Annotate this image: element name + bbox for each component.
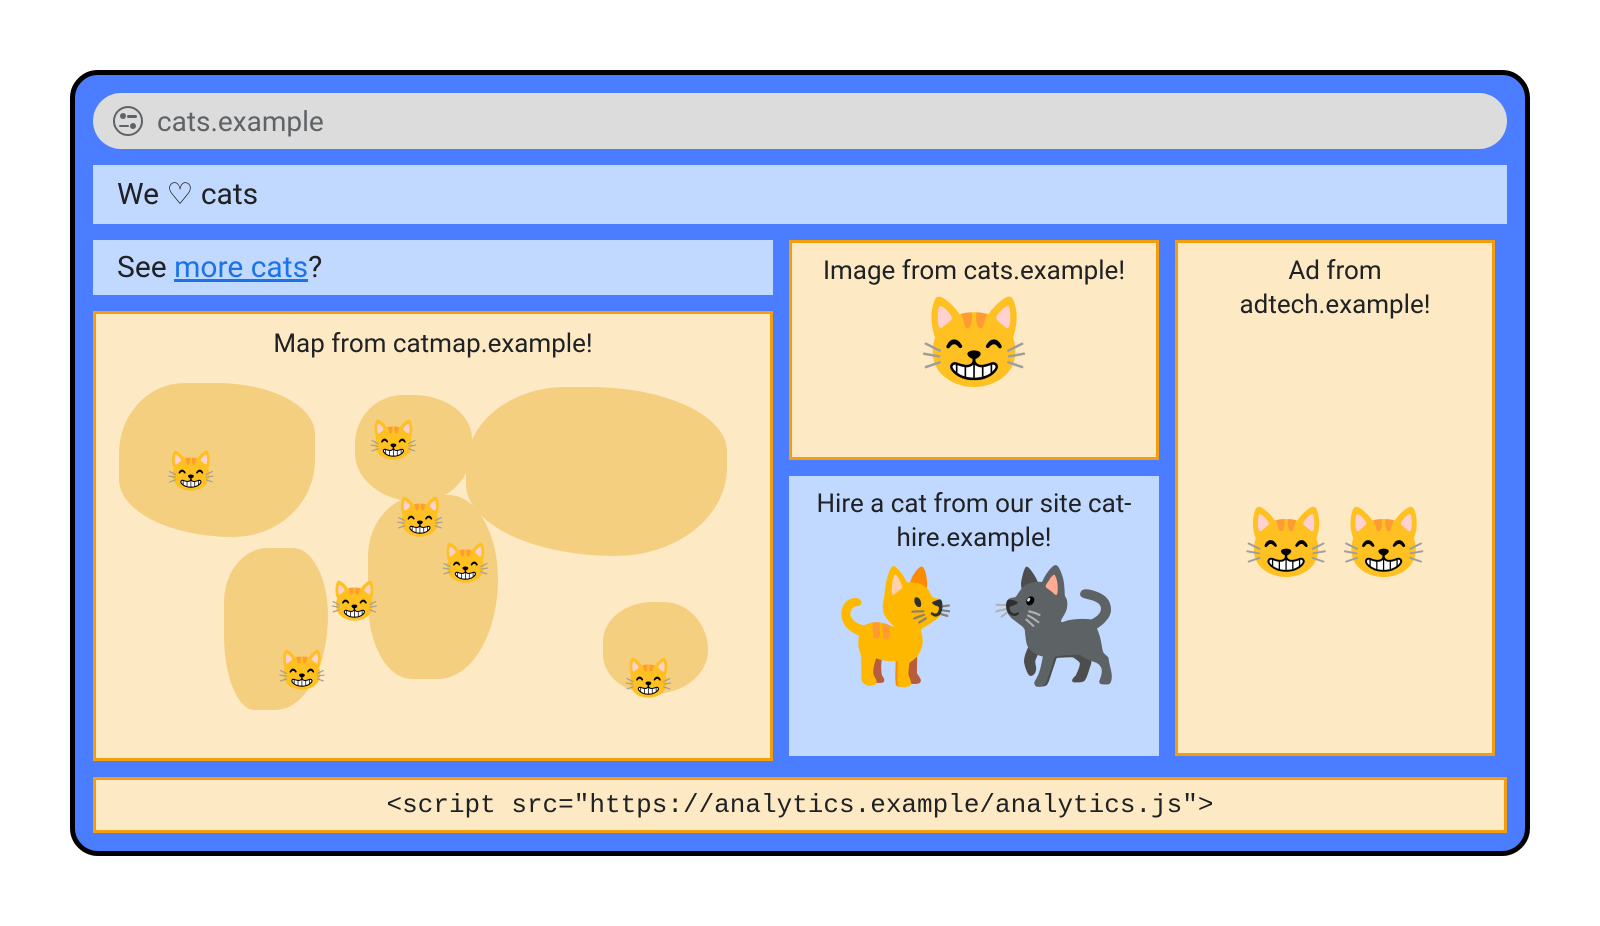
cat-marker-icon: 😸: [166, 452, 216, 492]
image-label: Image from cats.example!: [803, 243, 1145, 295]
content-grid: See more cats? Map from catmap.example! …: [93, 240, 1507, 761]
ad-panel: Ad from adtech.example! 😸😸: [1175, 240, 1495, 756]
link-bar: See more cats?: [93, 240, 773, 295]
image-panel: Image from cats.example! 😸: [789, 240, 1159, 460]
cat-marker-icon: 😸: [395, 498, 445, 538]
more-cats-link[interactable]: more cats: [174, 250, 308, 285]
hire-panel: Hire a cat from our site cat-hire.exampl…: [789, 476, 1159, 756]
right-column: Ad from adtech.example! 😸😸: [1175, 240, 1495, 761]
continent-shape: [119, 383, 315, 537]
script-text: <script src="https://analytics.example/a…: [387, 790, 1214, 820]
map-panel: Map from catmap.example! 😸😸😸😸😸😸😸: [93, 311, 773, 761]
hire-cats: 🐈🐈‍⬛: [827, 572, 1121, 682]
map-label: Map from catmap.example!: [253, 314, 612, 368]
site-settings-icon[interactable]: [113, 106, 143, 136]
header-text: We ♡ cats: [117, 177, 258, 212]
continent-shape: [466, 387, 728, 556]
cat-marker-icon: 😸: [369, 421, 419, 461]
ad-cats: 😸😸: [1243, 509, 1427, 579]
cat-body-icon: 🐈: [827, 572, 964, 682]
cat-face-icon: 😸: [1340, 509, 1427, 579]
cat-marker-icon: 😸: [441, 544, 491, 584]
world-map: 😸😸😸😸😸😸😸: [106, 364, 760, 748]
cat-marker-icon: 😸: [277, 651, 327, 691]
cat-marker-icon: 😸: [624, 659, 674, 699]
ad-label: Ad from adtech.example!: [1178, 243, 1492, 329]
hire-label: Hire a cat from our site cat-hire.exampl…: [789, 476, 1159, 562]
link-suffix: ?: [308, 250, 322, 285]
link-prefix: See: [117, 250, 174, 285]
cat-face-icon: 😸: [1243, 509, 1330, 579]
address-url: cats.example: [157, 105, 324, 138]
address-bar[interactable]: cats.example: [93, 93, 1507, 149]
cat-marker-icon: 😸: [330, 582, 380, 622]
cat-face-icon: 😸: [918, 299, 1030, 389]
script-bar: <script src="https://analytics.example/a…: [93, 777, 1507, 833]
page-header: We ♡ cats: [93, 165, 1507, 224]
browser-frame: cats.example We ♡ cats See more cats? Ma…: [70, 70, 1530, 856]
middle-column: Image from cats.example! 😸 Hire a cat fr…: [789, 240, 1159, 761]
cat-body-icon: 🐈‍⬛: [984, 572, 1121, 682]
left-column: See more cats? Map from catmap.example! …: [93, 240, 773, 761]
